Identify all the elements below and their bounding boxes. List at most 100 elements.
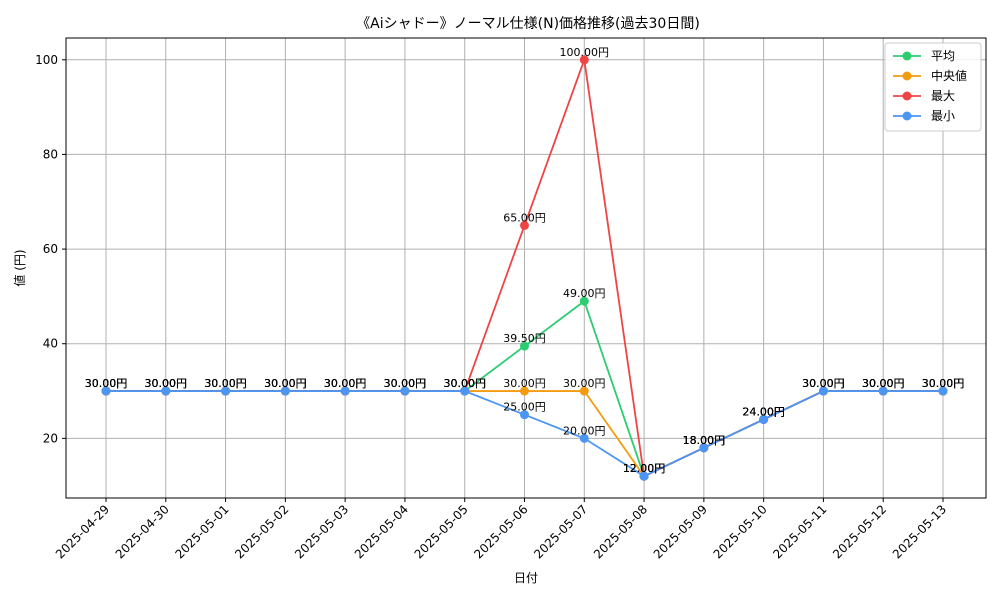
data-label: 18.00円 [683,434,726,447]
legend-label: 最大 [931,89,955,103]
x-tick-label: 2025-05-05 [412,502,471,561]
data-label: 30.00円 [802,377,845,390]
data-label: 18.00円 [683,434,726,447]
x-axis-label: 日付 [514,571,538,585]
x-tick-label: 2025-05-04 [352,502,411,561]
data-label: 30.00円 [264,377,307,390]
grid [66,38,986,498]
data-label: 30.00円 [384,377,427,390]
data-point [101,386,111,396]
legend-label: 平均 [931,49,955,63]
data-label: 30.00円 [922,377,965,390]
data-label: 24.00円 [742,405,785,418]
legend-label: 最小 [931,109,955,123]
data-label: 30.00円 [85,377,128,390]
legend-item: 中央値 [893,68,967,83]
data-point [460,386,470,396]
data-label: 30.00円 [204,377,247,390]
x-tick-label: 2025-05-12 [830,502,889,561]
data-point [280,386,290,396]
data-point [639,471,649,481]
data-point [579,433,589,443]
legend-label: 中央値 [931,68,967,83]
data-label: 30.00円 [384,377,427,390]
data-point [579,55,589,65]
data-label: 30.00円 [802,377,845,390]
data-label: 30.00円 [204,377,247,390]
x-axis-ticks: 2025-04-29 2025-04-30 2025-05-01 2025-05-02… [53,498,949,561]
plot-frame [65,37,987,499]
data-label: 30.00円 [264,377,307,390]
data-label: 30.00円 [802,377,845,390]
data-label: 30.00円 [384,377,427,390]
data-point [221,386,231,396]
legend-box [884,42,982,132]
data-label: 30.00円 [85,377,128,390]
data-point [818,386,828,396]
x-tick-label: 2025-05-11 [770,502,829,561]
data-label: 30.00円 [264,377,307,390]
data-label: 100.00円 [560,46,610,59]
data-point [161,386,171,396]
x-tick-label: 2025-05-08 [591,502,650,561]
legend-marker [902,91,912,101]
data-label: 18.00円 [683,434,726,447]
data-point [520,220,529,230]
data-label: 30.00円 [443,377,486,390]
data-label: 30.00円 [922,377,965,390]
data-point [938,386,948,396]
data-label: 30.00円 [145,377,188,390]
data-label: 30.00円 [862,377,905,390]
data-label: 30.00円 [802,377,845,390]
x-tick-label: 2025-05-06 [471,502,530,561]
legend-item: 最小 [893,109,955,123]
data-label: 30.00円 [443,377,486,390]
data-label: 30.00円 [264,377,307,390]
data-point [878,386,888,396]
chart-title: 《Aiシャドー》ノーマル仕様(N)価格推移(過去30日間) [356,16,700,32]
data-label: 30.00円 [862,377,905,390]
legend-marker [902,111,912,121]
data-label: 25.00円 [503,401,546,414]
x-tick-label: 2025-05-10 [711,502,770,561]
data-label: 30.00円 [443,377,486,390]
data-point [579,386,589,396]
x-tick-label: 2025-05-07 [531,502,590,561]
x-tick-label: 2025-05-13 [890,502,949,561]
data-label: 12.00円 [623,462,666,475]
legend-item: 平均 [893,49,955,63]
x-tick-label: 2025-05-03 [292,502,351,561]
data-label: 49.00円 [563,287,606,300]
data-label: 24.00円 [742,405,785,418]
data-label: 30.00円 [503,377,546,390]
data-point [759,414,769,424]
data-label: 30.00円 [324,377,367,390]
data-label: 65.00円 [503,211,546,224]
x-tick-label: 2025-05-01 [172,502,231,561]
y-tick-label: 60 [43,242,58,256]
x-tick-label: 2025-05-02 [232,502,291,561]
data-label: 30.00円 [922,377,965,390]
data-label: 20.00円 [563,424,606,437]
data-point [340,386,350,396]
legend-marker [902,51,912,61]
y-axis-ticks: 20 40 60 80 100 [35,53,66,445]
legend-item: 最大 [893,89,955,103]
data-label: 30.00円 [324,377,367,390]
data-point [699,443,709,453]
data-point [520,341,529,351]
data-point [400,386,410,396]
legend-marker [902,71,912,81]
y-tick-label: 40 [43,337,58,351]
data-label: 30.00円 [862,377,905,390]
data-label: 39.50円 [503,332,546,345]
data-label: 12.00円 [623,462,666,475]
x-tick-label: 2025-04-30 [113,502,172,561]
data-label: 30.00円 [145,377,188,390]
data-point [520,386,529,396]
data-point [579,296,589,306]
data-label: 30.00円 [204,377,247,390]
data-label: 30.00円 [862,377,905,390]
